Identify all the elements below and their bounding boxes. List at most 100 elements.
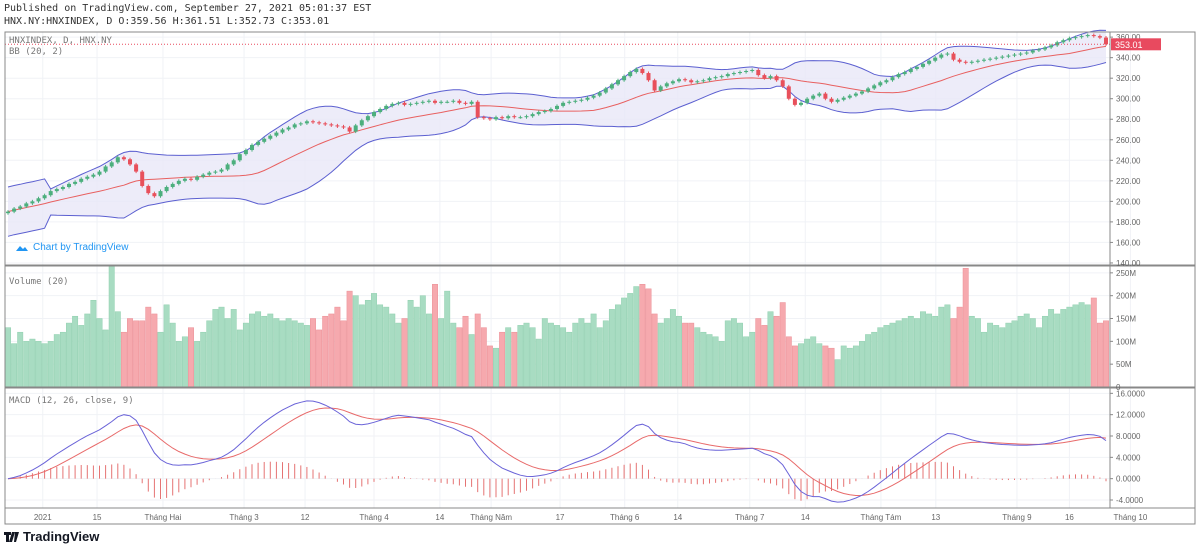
volume-bar (41, 343, 48, 388)
volume-tick-label: 150M (1116, 315, 1136, 324)
volume-bar (773, 315, 780, 388)
volume-bar (554, 325, 560, 388)
candle-body (536, 112, 541, 115)
candle-body (585, 97, 590, 100)
volume-bar (1078, 302, 1085, 388)
price-tick-label: 140.00 (1116, 259, 1141, 268)
candle-body (457, 100, 462, 103)
volume-bar (169, 322, 176, 388)
volume-bar (834, 359, 841, 388)
candle-body (866, 88, 871, 92)
candle-body (115, 157, 120, 163)
bb-fill (8, 30, 1106, 237)
price-tick-label: 340.00 (1116, 54, 1141, 63)
volume-bar (547, 322, 554, 388)
volume-bar (47, 341, 54, 388)
volume-bar (706, 334, 713, 388)
volume-bar (291, 320, 298, 388)
candle-body (799, 102, 803, 105)
volume-bar (511, 331, 518, 388)
volume-bar (816, 343, 823, 388)
candle-body (372, 112, 376, 117)
volume-bar (913, 318, 920, 388)
pane-border (4, 265, 1196, 388)
candle-body (847, 95, 852, 98)
candle-body (677, 79, 681, 82)
volume-bar (340, 320, 347, 388)
candle-body (36, 198, 41, 202)
candle-body (963, 61, 968, 63)
volume-bar (242, 322, 249, 388)
time-tick-label: 2021 (34, 513, 52, 522)
candle-body (744, 71, 749, 73)
volume-bar (1017, 315, 1024, 388)
volume-bar (11, 343, 18, 388)
volume-bar (346, 290, 353, 388)
volume-legend[interactable]: Volume (20) (9, 277, 69, 287)
volume-bar (316, 329, 323, 388)
candle-body (1061, 40, 1066, 43)
candle-body (646, 73, 651, 81)
volume-bar (1023, 313, 1030, 388)
volume-bar (444, 290, 451, 388)
candle-body (1036, 49, 1041, 51)
volume-bar (663, 318, 670, 388)
price-tick-label: 360.00 (1116, 33, 1141, 42)
chart-by-tradingview-link[interactable]: Chart by TradingView (15, 242, 128, 253)
volume-bar (188, 327, 194, 388)
volume-bar (261, 315, 268, 388)
candle-body (713, 77, 718, 79)
volume-bar (779, 302, 786, 388)
macd-tick-label: 4.0000 (1116, 453, 1141, 462)
volume-bar (194, 341, 201, 388)
bb-legend[interactable]: BB (20, 2) (9, 47, 64, 57)
candle-body (823, 93, 828, 99)
candle-body (829, 98, 834, 102)
volume-bar (383, 306, 390, 388)
macd-legend[interactable]: MACD (12, 26, close, 9) (9, 396, 134, 406)
volume-bar (462, 315, 469, 388)
candle-body (164, 186, 169, 192)
candle-body (1079, 36, 1084, 38)
volume-bar (517, 325, 524, 388)
volume-bar (889, 322, 896, 388)
price-tick-label: 240.00 (1116, 156, 1141, 165)
volume-bar (560, 327, 567, 388)
volume-bar (694, 327, 701, 388)
volume-bar (944, 304, 951, 388)
tradingview-logo: TradingView (4, 529, 99, 544)
candle-body (878, 82, 883, 86)
volume-tick-label: 0 (1116, 383, 1121, 392)
candle-body (353, 125, 358, 132)
volume-bar (993, 325, 1000, 388)
candle-body (933, 57, 938, 61)
candle-body (573, 100, 578, 102)
candle-body (451, 100, 456, 102)
volume-bar (578, 318, 585, 388)
candle-body (835, 99, 840, 102)
volume-bar (389, 313, 396, 388)
macd-line (7, 400, 1107, 503)
candle-body (420, 101, 425, 103)
volume-bar (584, 322, 591, 388)
candle-body (408, 103, 413, 105)
volume-bar (645, 288, 652, 388)
time-tick-label: 14 (801, 513, 810, 522)
candle-body (609, 84, 614, 89)
candle-body (786, 86, 791, 99)
volume-bar (523, 322, 530, 388)
candle-body (335, 125, 340, 127)
volume-bar (926, 313, 933, 388)
volume-bar (23, 341, 30, 388)
volume-bar (724, 320, 731, 388)
time-tick-label: Tháng 4 (359, 513, 389, 522)
macd-tick-label: -4.0000 (1116, 496, 1144, 505)
candle-body (298, 123, 303, 125)
candle-body (426, 100, 431, 102)
volume-bar (108, 265, 115, 388)
candle-body (268, 135, 273, 139)
candle-body (530, 114, 535, 117)
time-tick-label: Tháng 3 (229, 513, 259, 522)
volume-bar (255, 311, 262, 388)
